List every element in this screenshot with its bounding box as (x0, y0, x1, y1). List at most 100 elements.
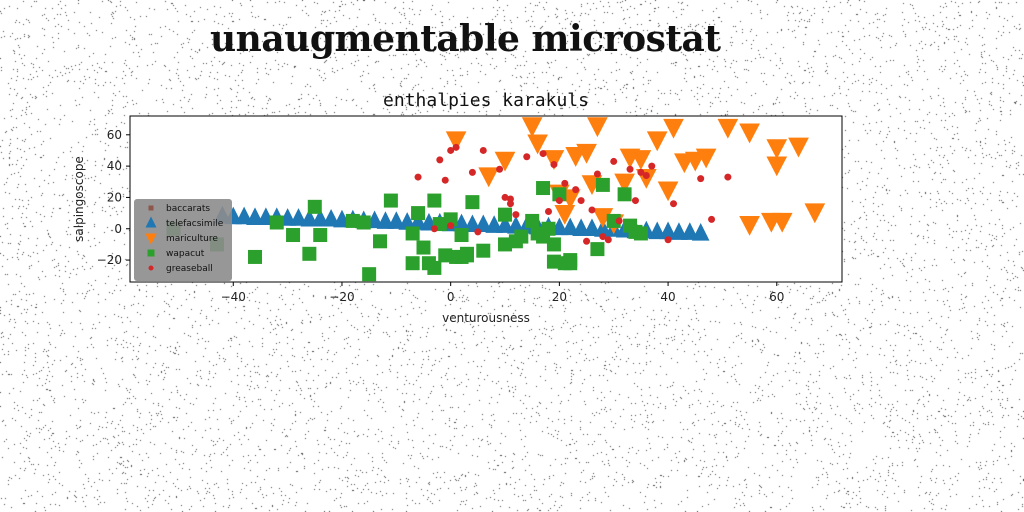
greaseball-point (626, 165, 634, 173)
greaseball-point (572, 186, 580, 194)
mariculture-point (521, 117, 543, 138)
greaseball-point (501, 193, 509, 201)
greaseball-point (593, 170, 601, 178)
mariculture-point (739, 215, 760, 236)
wapacut-point (427, 260, 442, 275)
greaseball-point (452, 143, 460, 151)
y-tick-label: 40 (107, 159, 122, 173)
wapacut-point (373, 234, 388, 249)
mariculture-point (646, 131, 668, 152)
legend: baccarats telefacsimile mariculture wapacut… (134, 199, 232, 281)
greaseball-point (474, 228, 482, 236)
mariculture-point (592, 208, 614, 228)
greaseball-point (588, 206, 596, 214)
legend-label: baccarats (166, 204, 210, 214)
greaseball-point (648, 162, 656, 170)
mariculture-point (478, 167, 500, 188)
mariculture-point (630, 150, 652, 170)
x-axis-label: venturousness (442, 311, 530, 325)
wapacut-point (546, 237, 561, 252)
x-tick-label: 0 (447, 290, 455, 304)
wapacut-point (546, 254, 561, 269)
wapacut-point (443, 212, 458, 227)
mariculture-point (739, 123, 760, 144)
legend-marker-mariculture (145, 233, 157, 245)
wapacut-point (498, 207, 513, 222)
greaseball-point (447, 222, 455, 230)
telefacsimile-point (659, 221, 677, 240)
wapacut-point (552, 187, 567, 202)
mariculture-point (543, 150, 565, 170)
x-tick-label: 20 (552, 290, 567, 304)
wapacut-point (514, 229, 529, 244)
telefacsimile-point (322, 208, 340, 227)
legend-marker-wapacut (147, 249, 155, 257)
y-tick-label: 0 (114, 222, 122, 236)
wapacut-point (498, 237, 513, 252)
greaseball-point (631, 197, 639, 205)
greaseball-point (496, 165, 504, 173)
wapacut-point (405, 226, 420, 241)
greaseball-point (539, 150, 547, 158)
greaseball-point (615, 217, 623, 225)
greaseball-point (430, 225, 438, 233)
wapacut-point (302, 246, 317, 261)
greaseball-point (447, 146, 455, 154)
mariculture-point (657, 181, 679, 202)
plot-frame (129, 115, 843, 283)
greaseball-point (479, 146, 487, 154)
mariculture-point (717, 118, 739, 139)
wapacut-point (633, 226, 648, 241)
legend-label: telefacsimile (166, 219, 224, 229)
legend-marker-telefacsimile (145, 216, 157, 228)
greaseball-point (697, 175, 705, 183)
wapacut-point (465, 195, 480, 210)
greaseball-point (436, 156, 444, 164)
mariculture-point (663, 118, 684, 139)
legend-marker-baccarats (148, 205, 154, 211)
greaseball-point (468, 168, 476, 176)
legend-marker-greaseball (148, 265, 154, 271)
mariculture-point (576, 143, 597, 164)
wapacut-point (617, 187, 632, 202)
greaseball-point (583, 237, 591, 245)
mariculture-point (771, 212, 793, 233)
wapacut-point (536, 181, 551, 196)
telefacsimile-point (496, 215, 514, 233)
telefacsimile-point (474, 214, 493, 233)
greaseball-point (604, 236, 612, 244)
wapacut-point (563, 253, 578, 268)
wapacut-point (459, 246, 474, 261)
mariculture-point (766, 156, 788, 177)
wapacut-point (345, 213, 360, 228)
telefacsimile-point (289, 208, 308, 226)
legend-label: greaseball (166, 264, 213, 274)
greaseball-point (550, 161, 558, 169)
greaseball-point (708, 215, 716, 223)
legend-box (134, 199, 232, 281)
mariculture-point (695, 148, 717, 169)
greaseball-point (664, 236, 672, 244)
wapacut-point (454, 228, 469, 243)
data-points (166, 117, 826, 282)
y-axis: −20 0 20 40 60 (97, 128, 130, 267)
y-tick-label: 20 (107, 190, 122, 204)
wapacut-point (248, 249, 263, 264)
telefacsimile-point (409, 212, 427, 230)
telefacsimile-point (387, 211, 406, 229)
mariculture-point (587, 117, 608, 138)
wapacut-point (356, 215, 371, 230)
telefacsimile-point (691, 223, 710, 241)
wapacut-point (307, 199, 322, 214)
greaseball-point (441, 176, 449, 184)
x-tick-label: 40 (660, 290, 675, 304)
greaseball-point (512, 211, 520, 219)
wapacut-point (313, 228, 328, 243)
wapacut-point (476, 243, 491, 258)
greaseball-point (506, 200, 514, 208)
greaseball-point (577, 197, 585, 205)
mariculture-point (614, 173, 635, 194)
telefacsimile-point (452, 213, 471, 232)
legend-label: mariculture (166, 234, 218, 244)
greaseball-point (599, 233, 607, 241)
